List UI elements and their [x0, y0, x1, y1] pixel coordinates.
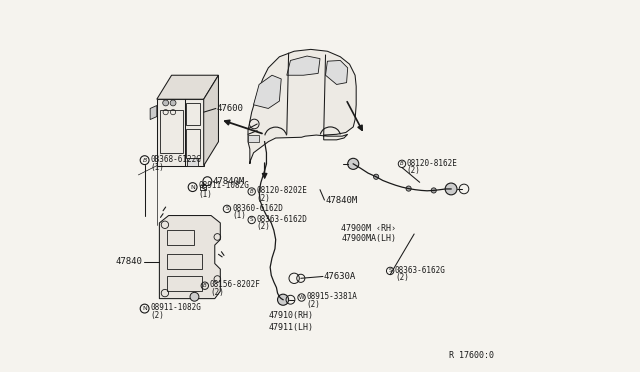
Text: (1): (1): [232, 211, 246, 220]
Circle shape: [406, 186, 411, 191]
Circle shape: [170, 100, 176, 106]
Polygon shape: [248, 49, 356, 164]
Text: (2): (2): [395, 273, 409, 282]
Text: 47900MA(LH): 47900MA(LH): [341, 234, 396, 243]
Text: 08120-8162E: 08120-8162E: [407, 158, 458, 168]
Text: 47840M: 47840M: [213, 177, 245, 186]
Text: 47911(LH): 47911(LH): [269, 323, 314, 331]
Text: 47600: 47600: [216, 104, 243, 113]
Bar: [167, 276, 202, 291]
Bar: [161, 110, 184, 153]
Bar: [248, 135, 259, 142]
Circle shape: [278, 294, 289, 305]
Text: N: N: [142, 306, 147, 311]
Bar: [186, 129, 200, 158]
Circle shape: [190, 292, 199, 301]
Polygon shape: [204, 75, 218, 166]
Text: B: B: [400, 161, 404, 166]
Text: (1): (1): [198, 190, 212, 199]
Text: B: B: [143, 158, 147, 163]
Text: 47840M: 47840M: [326, 196, 358, 205]
Polygon shape: [159, 215, 220, 299]
Polygon shape: [157, 75, 218, 99]
Text: B: B: [250, 189, 253, 194]
Text: (2): (2): [257, 222, 270, 231]
Text: R 17600:0: R 17600:0: [449, 351, 493, 360]
Text: S: S: [250, 218, 253, 222]
Circle shape: [445, 183, 457, 195]
Text: (2): (2): [307, 300, 320, 309]
Text: (2): (2): [407, 166, 420, 175]
Text: 08911-1082G: 08911-1082G: [150, 303, 201, 312]
Text: 47900M ‹RH›: 47900M ‹RH›: [341, 224, 396, 233]
Text: W: W: [299, 295, 304, 300]
Text: 08363-6162D: 08363-6162D: [257, 215, 307, 224]
Circle shape: [431, 188, 436, 193]
Text: N: N: [190, 185, 195, 190]
Text: S: S: [225, 206, 228, 211]
Polygon shape: [150, 106, 157, 119]
Bar: [187, 158, 198, 166]
Text: 47910(RH): 47910(RH): [269, 311, 314, 320]
Text: 08911-1082G: 08911-1082G: [198, 182, 249, 190]
Bar: [186, 103, 200, 125]
Text: B: B: [203, 283, 207, 288]
Text: (1): (1): [150, 163, 164, 172]
Text: 08156-8202F: 08156-8202F: [210, 280, 261, 289]
Text: (2): (2): [210, 288, 224, 297]
Text: S: S: [388, 269, 392, 273]
Text: 47630A: 47630A: [324, 272, 356, 281]
Polygon shape: [157, 99, 204, 166]
Circle shape: [374, 174, 379, 179]
Text: 08915-3381A: 08915-3381A: [307, 292, 357, 301]
Text: (2): (2): [150, 311, 164, 320]
Text: 08120-8202E: 08120-8202E: [257, 186, 307, 195]
Text: 08363-6162G: 08363-6162G: [395, 266, 446, 275]
Text: 0B368-6122G: 0B368-6122G: [150, 155, 201, 164]
Text: 08360-6162D: 08360-6162D: [232, 203, 283, 213]
Circle shape: [348, 158, 359, 169]
Text: (2): (2): [257, 194, 270, 203]
Bar: [200, 185, 205, 190]
Polygon shape: [253, 75, 281, 109]
Bar: [167, 254, 202, 269]
Polygon shape: [326, 61, 348, 84]
Circle shape: [163, 100, 168, 106]
Polygon shape: [287, 56, 320, 75]
Bar: [167, 230, 195, 245]
Text: 47840: 47840: [116, 257, 143, 266]
